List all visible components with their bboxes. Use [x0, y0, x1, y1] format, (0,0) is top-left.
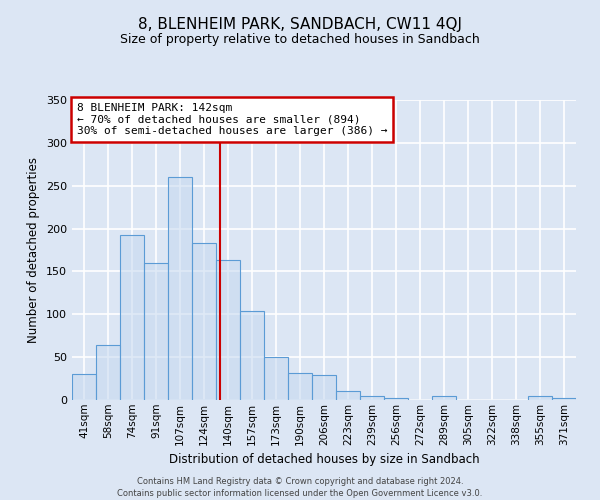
Bar [336, 390, 360, 400]
Bar [264, 357, 288, 400]
Text: 8, BLENHEIM PARK, SANDBACH, CW11 4QJ: 8, BLENHEIM PARK, SANDBACH, CW11 4QJ [138, 18, 462, 32]
Bar [216, 260, 240, 400]
Bar [360, 396, 384, 400]
Bar [240, 311, 264, 400]
Bar [96, 345, 120, 400]
Text: Contains HM Land Registry data © Crown copyright and database right 2024.: Contains HM Land Registry data © Crown c… [137, 478, 463, 486]
Bar [192, 243, 216, 400]
Bar [72, 374, 96, 400]
Bar [528, 396, 552, 400]
Bar [288, 372, 312, 400]
Bar [384, 398, 408, 400]
Text: Contains public sector information licensed under the Open Government Licence v3: Contains public sector information licen… [118, 489, 482, 498]
Bar [312, 375, 336, 400]
Y-axis label: Number of detached properties: Number of detached properties [28, 157, 40, 343]
X-axis label: Distribution of detached houses by size in Sandbach: Distribution of detached houses by size … [169, 453, 479, 466]
Text: Size of property relative to detached houses in Sandbach: Size of property relative to detached ho… [120, 32, 480, 46]
Text: 8 BLENHEIM PARK: 142sqm
← 70% of detached houses are smaller (894)
30% of semi-d: 8 BLENHEIM PARK: 142sqm ← 70% of detache… [77, 103, 388, 136]
Bar [168, 177, 192, 400]
Bar [552, 398, 576, 400]
Bar [120, 236, 144, 400]
Bar [432, 396, 456, 400]
Bar [144, 263, 168, 400]
